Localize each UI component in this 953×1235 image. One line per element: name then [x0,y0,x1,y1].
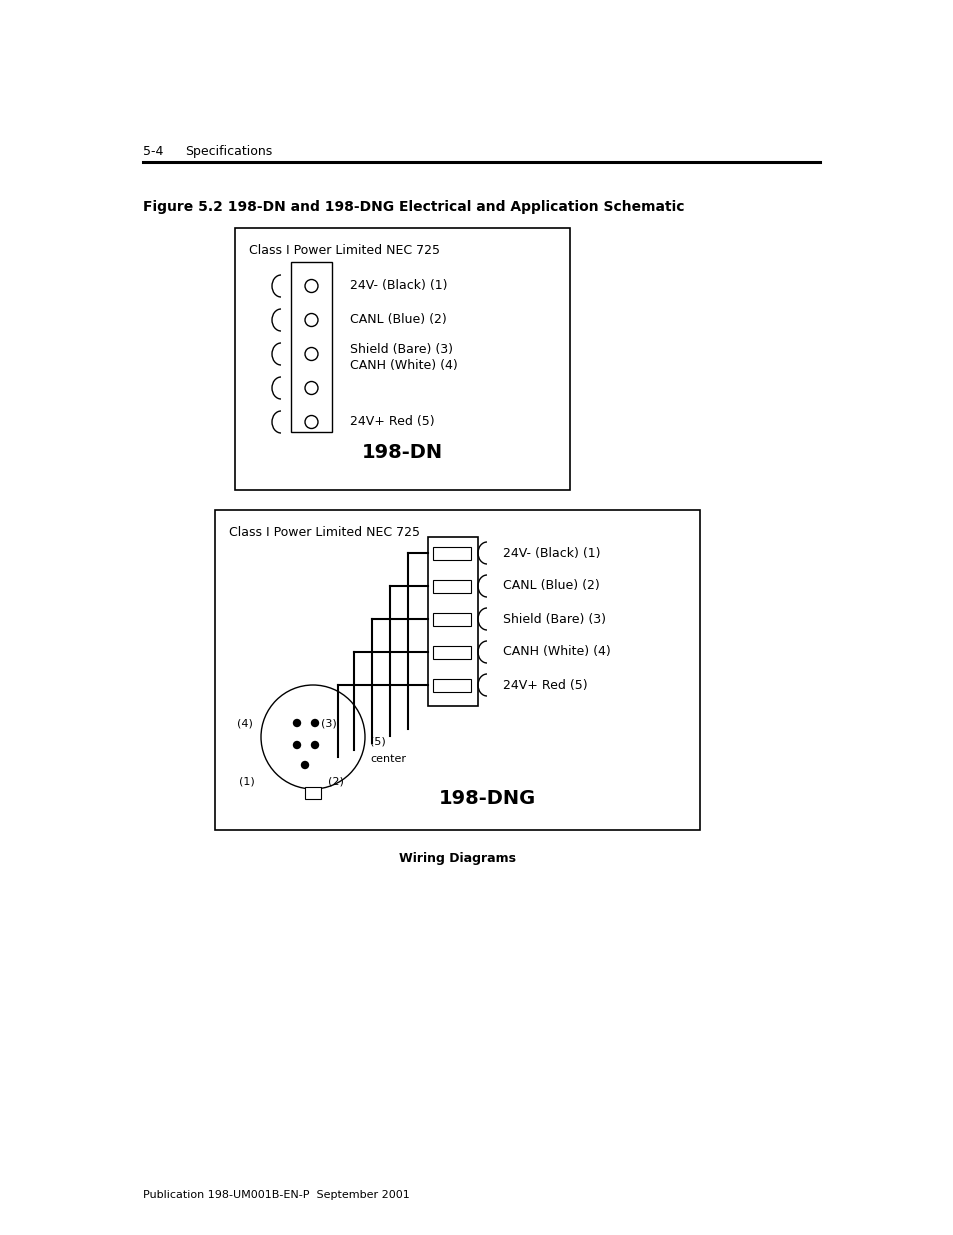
Circle shape [305,314,317,326]
Bar [433,613,471,626]
Text: (5): (5) [370,737,385,747]
Text: Shield (Bare) (3): Shield (Bare) (3) [350,342,453,356]
Bar [428,537,477,706]
Text: 24V- (Black) (1): 24V- (Black) (1) [502,547,599,559]
Text: CANL (Blue) (2): CANL (Blue) (2) [350,314,446,326]
Circle shape [294,720,300,726]
Text: Figure 5.2 198-DN and 198-DNG Electrical and Application Schematic: Figure 5.2 198-DN and 198-DNG Electrical… [143,200,684,214]
Circle shape [312,720,318,726]
Text: (3): (3) [320,718,336,727]
Circle shape [261,685,365,789]
Text: Shield (Bare) (3): Shield (Bare) (3) [502,613,605,625]
Circle shape [301,762,308,768]
Bar [305,787,320,799]
Bar [433,547,471,559]
Bar [291,262,332,432]
Text: 5-4: 5-4 [143,144,163,158]
Text: (1): (1) [239,776,254,785]
Text: 198-DN: 198-DN [361,443,442,462]
Text: (2): (2) [328,776,343,785]
Circle shape [312,741,318,748]
Text: 24V+ Red (5): 24V+ Red (5) [350,415,435,429]
Bar [433,679,471,692]
Text: Publication 198-UM001B-EN-P  September 2001: Publication 198-UM001B-EN-P September 20… [143,1191,410,1200]
Text: center: center [370,755,406,764]
Text: Wiring Diagrams: Wiring Diagrams [398,852,516,864]
Text: Specifications: Specifications [185,144,272,158]
Circle shape [294,741,300,748]
Text: 198-DNG: 198-DNG [438,789,536,808]
Bar [234,228,569,490]
Text: CANL (Blue) (2): CANL (Blue) (2) [502,579,599,593]
Bar [433,646,471,659]
Circle shape [305,382,317,394]
Text: CANH (White) (4): CANH (White) (4) [502,646,610,658]
Circle shape [305,347,317,361]
Text: CANH (White) (4): CANH (White) (4) [350,359,457,373]
Circle shape [305,279,317,293]
Text: Class I Power Limited NEC 725: Class I Power Limited NEC 725 [229,526,419,538]
Text: Class I Power Limited NEC 725: Class I Power Limited NEC 725 [249,245,439,257]
Circle shape [305,415,317,429]
Bar [214,510,700,830]
Text: (4): (4) [237,718,253,727]
Text: 24V+ Red (5): 24V+ Red (5) [502,678,587,692]
Text: 24V- (Black) (1): 24V- (Black) (1) [350,279,447,293]
Bar [433,580,471,593]
